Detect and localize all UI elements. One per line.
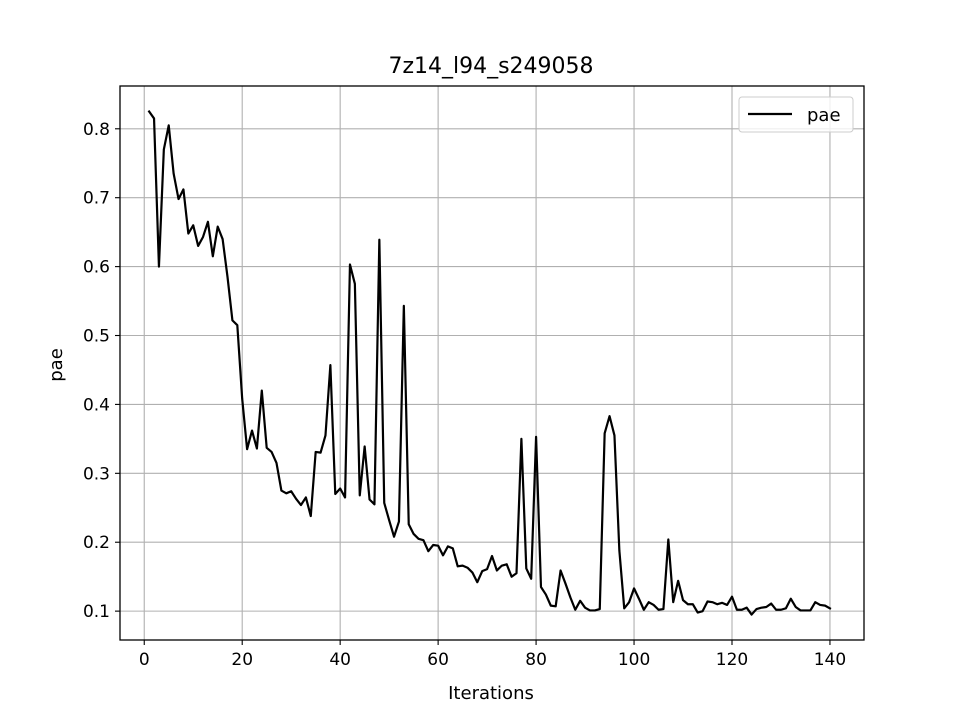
x-tick-label: 80: [525, 650, 547, 670]
x-tick-label: 0: [139, 650, 150, 670]
x-tick-label: 120: [716, 650, 748, 670]
x-axis-ticks: 0 20 40 60 80 100 120 140: [139, 640, 846, 670]
y-axis-label: pae: [46, 348, 67, 382]
x-axis-label: Iterations: [448, 683, 534, 704]
chart-title: 7z14_l94_s249058: [388, 54, 593, 79]
y-tick-label: 0.8: [83, 120, 110, 140]
x-tick-label: 140: [814, 650, 846, 670]
y-tick-label: 0.1: [83, 602, 110, 622]
legend-box: [738, 96, 854, 133]
y-tick-label: 0.6: [83, 258, 110, 278]
y-tick-label: 0.2: [83, 533, 110, 553]
y-tick-label: 0.3: [83, 464, 110, 484]
x-tick-label: 100: [618, 650, 650, 670]
y-tick-label: 0.5: [83, 327, 110, 347]
y-tick-label: 0.7: [83, 189, 110, 209]
plot-frame: [119, 85, 865, 641]
x-tick-label: 60: [427, 650, 449, 670]
grid-lines: [120, 86, 864, 640]
series-layer: [147, 110, 832, 616]
x-tick-label: 20: [231, 650, 253, 670]
y-axis-ticks: 0.1 0.2 0.3 0.4 0.5 0.6 0.7 0.8: [83, 120, 120, 622]
legend: pae: [738, 96, 854, 133]
legend-label-pae: pae: [807, 105, 841, 126]
x-tick-label: 40: [329, 650, 351, 670]
y-tick-label: 0.4: [83, 395, 110, 415]
series-line-pae: [147, 110, 832, 616]
